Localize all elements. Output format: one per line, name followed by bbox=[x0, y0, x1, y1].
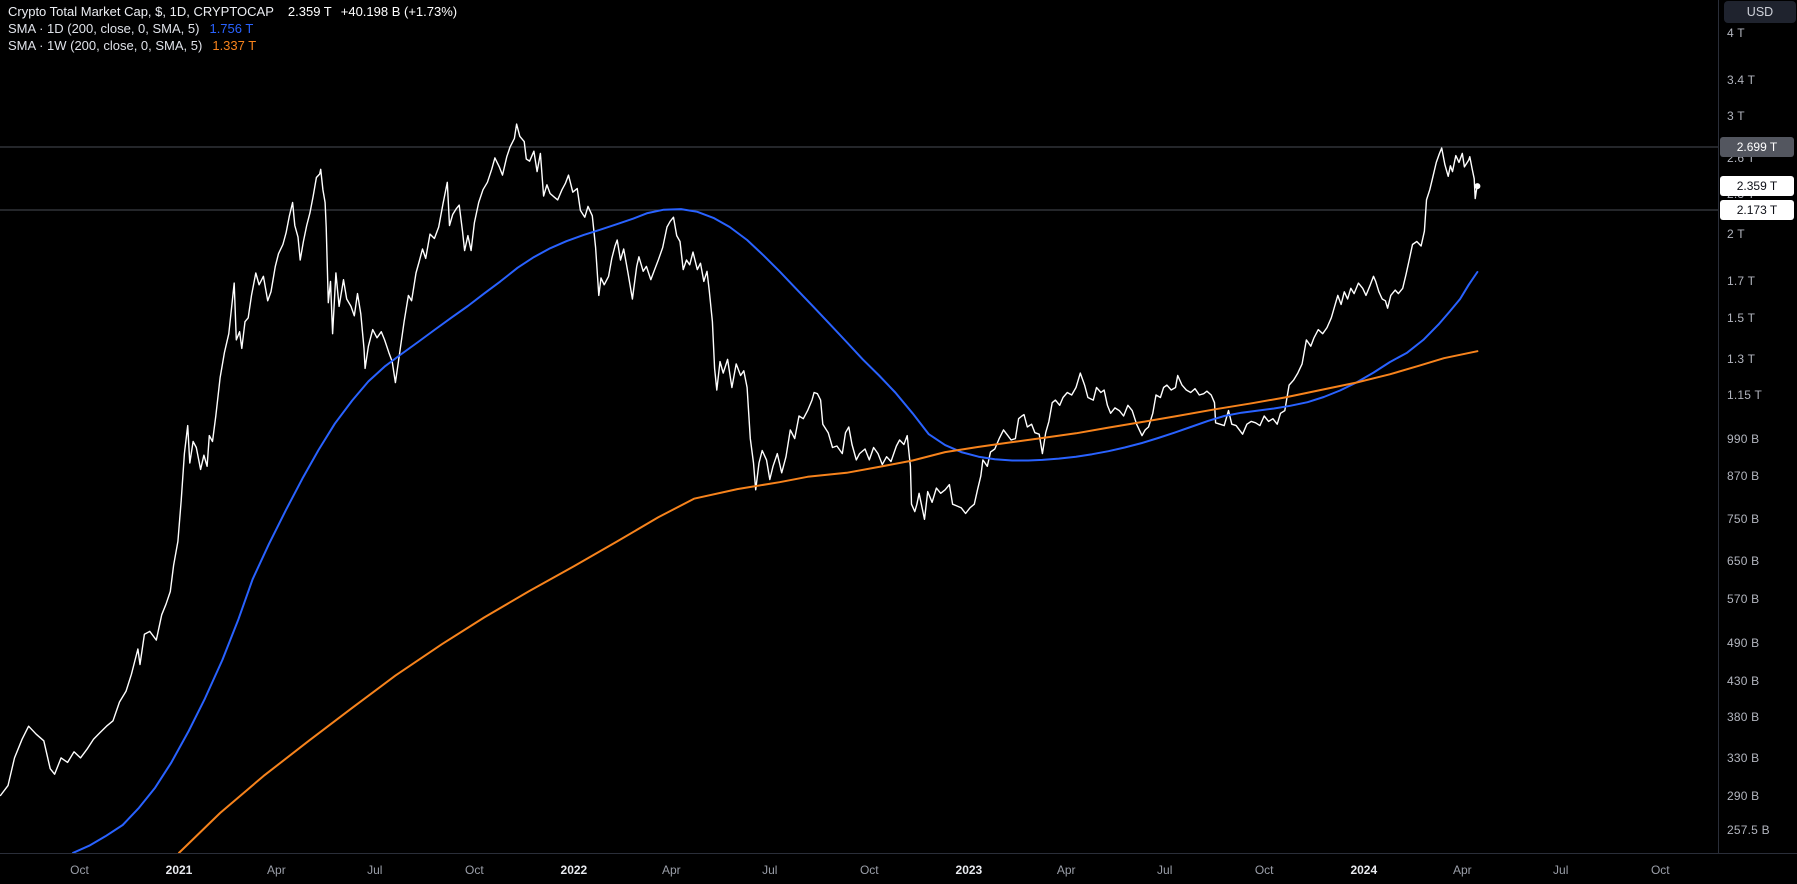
time-tick-month: Jul bbox=[1553, 862, 1569, 877]
price-badge: 2.699 T bbox=[1720, 137, 1794, 157]
sma-1d-value: 1.756 T bbox=[209, 21, 254, 36]
time-tick-month: Oct bbox=[465, 862, 484, 877]
price-tick-label: 1.7 T bbox=[1727, 274, 1756, 289]
price-badge: 2.359 T bbox=[1720, 176, 1794, 197]
price-chart-canvas[interactable] bbox=[0, 0, 1718, 853]
sma-1w-value: 1.337 T bbox=[212, 38, 257, 53]
series-line-0[interactable] bbox=[0, 123, 1479, 797]
symbol-change: +40.198 B (+1.73%) bbox=[340, 4, 458, 19]
price-tick-label: 3.4 T bbox=[1727, 72, 1756, 87]
series-line-2[interactable] bbox=[178, 350, 1479, 853]
legend-sma-1d-row[interactable]: SMA · 1D (200, close, 0, SMA, 5) 1.756 T bbox=[8, 20, 457, 37]
time-tick-month: Jul bbox=[1157, 862, 1173, 877]
price-tick-label: 1.5 T bbox=[1727, 310, 1756, 325]
time-tick-year: 2022 bbox=[560, 862, 588, 877]
time-tick-month: Apr bbox=[1452, 862, 1472, 877]
time-tick-month: Jul bbox=[762, 862, 778, 877]
legend: Crypto Total Market Cap, $, 1D, CRYPTOCA… bbox=[8, 3, 457, 54]
time-axis[interactable]: Oct 2021 Apr Jul Oct 2022 Apr Jul Oct 2023 Apr Jul O… bbox=[0, 853, 1797, 884]
sma-1d-label: SMA · 1D (200, close, 0, SMA, 5) bbox=[8, 21, 200, 36]
price-tick-label: 570 B bbox=[1727, 592, 1760, 606]
price-tick-label: 750 B bbox=[1727, 512, 1760, 527]
time-tick-month: Apr bbox=[661, 862, 681, 877]
time-tick-month: Jul bbox=[367, 862, 383, 877]
time-tick-year: 2023 bbox=[955, 862, 983, 877]
price-tick-label: 3 T bbox=[1727, 109, 1745, 124]
price-tick-label: 990 B bbox=[1727, 431, 1760, 446]
currency-toggle-button[interactable]: USD bbox=[1724, 1, 1796, 23]
price-tick-label: 870 B bbox=[1727, 469, 1760, 484]
chart-pane[interactable]: Crypto Total Market Cap, $, 1D, CRYPTOCA… bbox=[0, 0, 1718, 853]
time-tick-month: Apr bbox=[267, 862, 286, 877]
price-tick-label: 380 B bbox=[1727, 709, 1760, 724]
legend-sma-1w-row[interactable]: SMA · 1W (200, close, 0, SMA, 5) 1.337 T bbox=[8, 37, 457, 54]
price-badge: 2.173 T bbox=[1720, 200, 1794, 220]
time-tick-year: 2021 bbox=[165, 862, 193, 877]
price-tick-label: 1.15 T bbox=[1727, 388, 1763, 402]
symbol-title: Crypto Total Market Cap, $, 1D, CRYPTOCA… bbox=[8, 4, 274, 19]
time-tick-month: Oct bbox=[1254, 862, 1274, 877]
time-tick-year: 2024 bbox=[1350, 862, 1378, 877]
price-tick-label: 490 B bbox=[1727, 636, 1760, 650]
symbol-last-price: 2.359 T bbox=[287, 4, 332, 19]
last-price-dot bbox=[1474, 183, 1481, 190]
time-tick-month: Apr bbox=[1056, 862, 1076, 877]
series-line-1[interactable] bbox=[72, 208, 1479, 853]
sma-1w-label: SMA · 1W (200, close, 0, SMA, 5) bbox=[8, 38, 203, 53]
legend-symbol-row[interactable]: Crypto Total Market Cap, $, 1D, CRYPTOCA… bbox=[8, 3, 457, 20]
time-tick-month: Oct bbox=[1650, 862, 1670, 877]
price-tick-label: 2 T bbox=[1727, 227, 1745, 242]
price-tick-label: 650 B bbox=[1727, 553, 1760, 568]
price-tick-label: 430 B bbox=[1727, 674, 1760, 688]
price-tick-label: 330 B bbox=[1727, 750, 1760, 765]
price-axis[interactable]: USD 4 T3.4 T3 T2.6 T2.3 T2 T1.7 T1.5 T1.… bbox=[1718, 0, 1797, 853]
price-tick-label: 4 T bbox=[1727, 25, 1745, 40]
price-tick-label: 290 B bbox=[1727, 788, 1760, 803]
time-tick-month: Oct bbox=[70, 862, 89, 877]
price-tick-label: 257.5 B bbox=[1727, 823, 1770, 837]
price-tick-label: 1.3 T bbox=[1727, 352, 1756, 367]
time-tick-month: Oct bbox=[859, 862, 879, 877]
